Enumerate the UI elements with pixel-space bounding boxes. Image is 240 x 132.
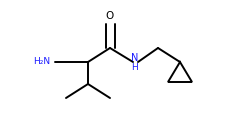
Text: H: H (132, 63, 138, 72)
Text: O: O (106, 11, 114, 21)
Text: N: N (131, 53, 139, 63)
Text: H₂N: H₂N (33, 58, 51, 67)
